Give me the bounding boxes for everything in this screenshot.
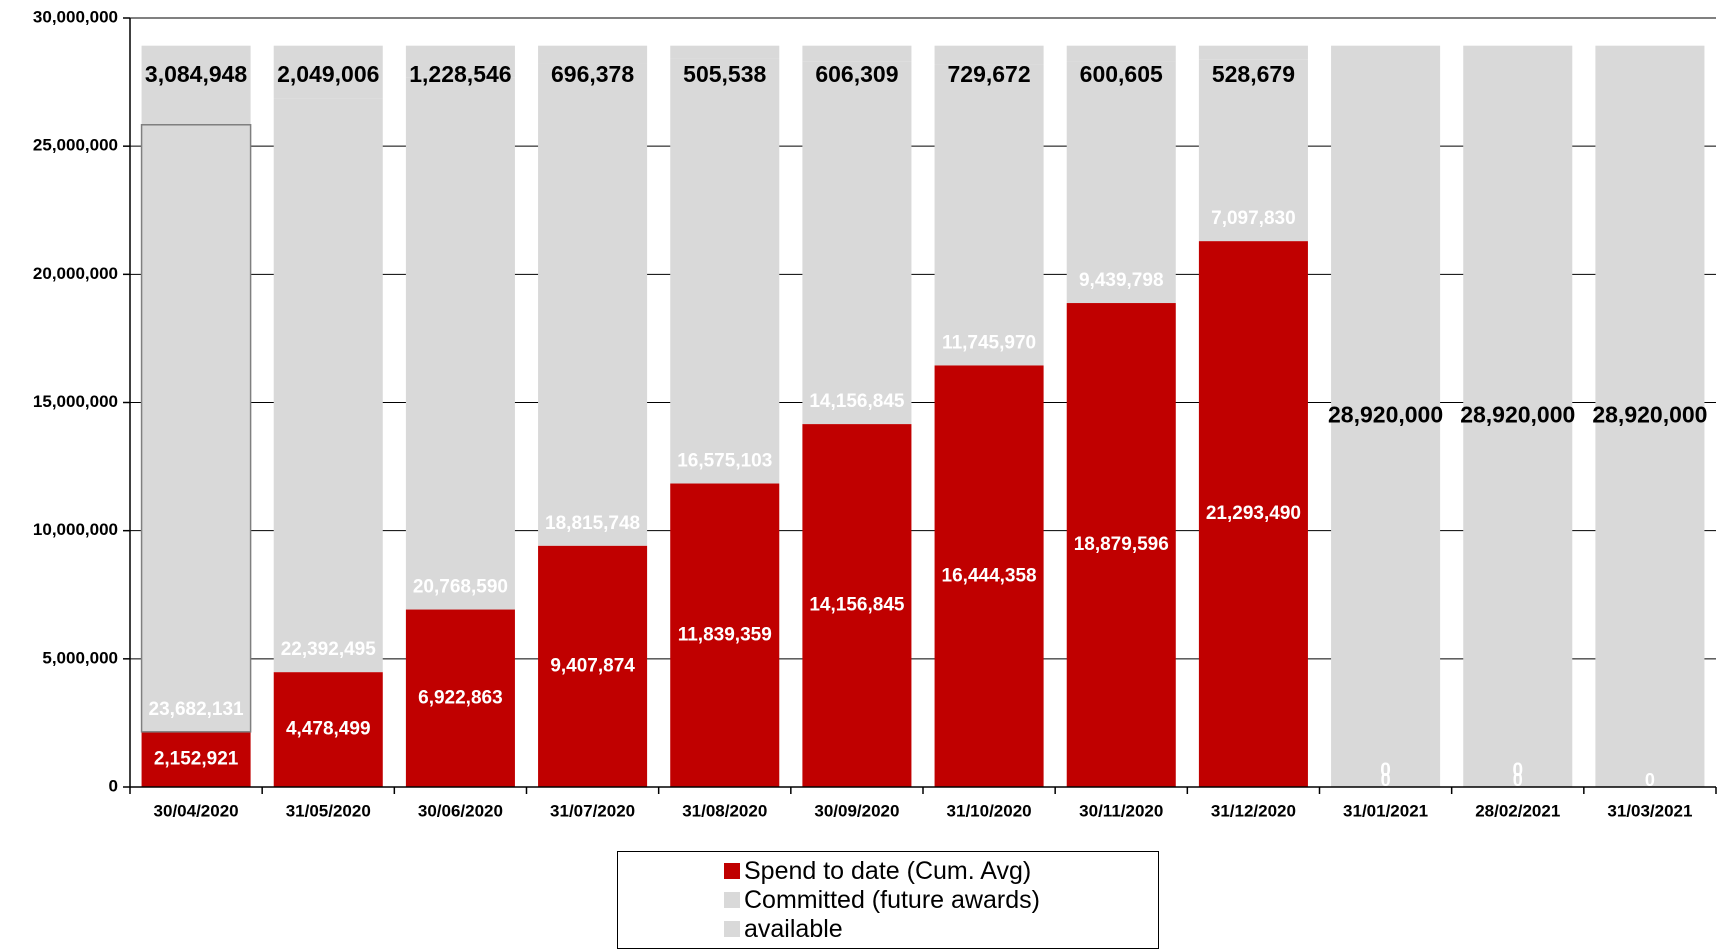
x-tick-label: 30/06/2020 — [418, 801, 503, 820]
data-label-available: 606,309 — [815, 61, 898, 87]
bar-committed-outline — [140, 124, 252, 733]
y-tick-label: 30,000,000 — [33, 7, 118, 26]
bar-available — [670, 45, 780, 59]
data-label-available: 696,378 — [551, 61, 634, 87]
data-label-committed: 0 — [1380, 760, 1391, 781]
bar-spend — [1198, 241, 1308, 787]
data-label-spend: 14,156,845 — [809, 595, 905, 616]
legend-label-spend: Spend to date (Cum. Avg) — [744, 856, 1032, 885]
x-tick-label: 30/04/2020 — [154, 801, 239, 820]
bar-spend — [802, 424, 912, 787]
y-tick-label: 20,000,000 — [33, 264, 118, 283]
bar-available — [1463, 45, 1573, 787]
x-tick-label: 31/08/2020 — [682, 801, 767, 820]
data-label-available: 28,920,000 — [1592, 401, 1707, 427]
x-tick-label: 31/07/2020 — [550, 801, 635, 820]
bar-available — [1595, 45, 1705, 787]
data-label-spend: 9,407,874 — [550, 655, 635, 676]
bar-available — [1331, 45, 1441, 787]
data-label-committed: 7,097,830 — [1211, 208, 1296, 229]
bar-available — [934, 45, 1044, 65]
data-label-available: 528,679 — [1212, 61, 1295, 87]
x-tick-label: 31/10/2020 — [947, 801, 1032, 820]
legend-swatch-spend — [724, 863, 740, 879]
data-label-committed: 18,815,748 — [545, 513, 640, 534]
y-tick-label: 5,000,000 — [42, 648, 118, 667]
data-label-spend: 18,879,596 — [1074, 534, 1169, 555]
data-label-spend: 0 — [1381, 770, 1391, 790]
data-label-committed: 14,156,845 — [809, 391, 905, 412]
x-tick-label: 30/11/2020 — [1079, 801, 1163, 820]
data-label-available: 1,228,546 — [409, 61, 511, 87]
data-label-committed: 23,682,131 — [149, 699, 245, 720]
bar-spend — [934, 365, 1044, 787]
bar-committed — [405, 77, 515, 610]
bar-spend — [670, 483, 780, 787]
data-label-available: 729,672 — [948, 61, 1031, 87]
bar-committed — [1198, 59, 1308, 242]
y-tick-label: 10,000,000 — [33, 520, 118, 539]
data-label-committed: 9,439,798 — [1079, 270, 1164, 291]
bar-committed — [670, 58, 780, 484]
bar-spend — [273, 672, 383, 787]
bar-committed — [538, 63, 648, 546]
x-tick-label: 31/03/2021 — [1607, 801, 1692, 820]
y-tick-label: 25,000,000 — [33, 136, 118, 155]
bar-committed — [802, 61, 912, 425]
legend-item-available: available — [724, 914, 843, 943]
data-label-spend: 4,478,499 — [286, 719, 371, 740]
y-tick-label: 15,000,000 — [33, 392, 118, 411]
data-label-committed: 22,392,495 — [281, 639, 377, 660]
data-label-committed: 20,768,590 — [413, 577, 508, 598]
bar-spend — [141, 731, 251, 787]
legend-label-committed: Committed (future awards) — [744, 885, 1040, 914]
x-tick-label: 30/09/2020 — [814, 801, 899, 820]
x-tick-label: 31/01/2021 — [1343, 801, 1428, 820]
data-label-available: 3,084,948 — [145, 61, 248, 87]
data-label-spend: 0 — [1513, 770, 1523, 790]
legend: Spend to date (Cum. Avg) Committed (futu… — [617, 851, 1159, 949]
data-label-available: 28,920,000 — [1328, 401, 1443, 427]
data-label-committed: 11,745,970 — [942, 332, 1036, 353]
legend-item-committed: Committed (future awards) — [724, 885, 1040, 914]
data-label-committed: 16,575,103 — [677, 451, 772, 472]
bar-spend — [538, 545, 648, 787]
data-label-spend: 0 — [1645, 770, 1655, 790]
x-tick-label: 31/12/2020 — [1211, 801, 1296, 820]
data-label-available: 2,049,006 — [277, 61, 379, 87]
bar-committed — [934, 64, 1044, 366]
legend-label-available: available — [744, 914, 843, 943]
x-tick-label: 31/05/2020 — [286, 801, 371, 820]
x-tick-label: 28/02/2021 — [1475, 801, 1560, 820]
bar-committed — [273, 98, 383, 673]
bar-available — [802, 45, 912, 62]
data-label-available: 600,605 — [1080, 61, 1163, 87]
data-label-spend: 16,444,358 — [942, 565, 1037, 586]
data-label-spend: 2,152,921 — [154, 748, 239, 769]
bar-available — [1198, 45, 1308, 60]
legend-item-spend: Spend to date (Cum. Avg) — [724, 856, 1032, 885]
bar-available — [273, 45, 383, 99]
bar-available — [1066, 45, 1176, 62]
bar-spend — [1066, 303, 1176, 787]
bar-available — [538, 45, 648, 64]
bar-available — [405, 45, 515, 78]
data-label-spend: 11,839,359 — [678, 624, 772, 645]
bar-available — [141, 45, 251, 125]
bar-committed — [1066, 61, 1176, 304]
data-label-committed: 0 — [1512, 760, 1523, 781]
y-tick-label: 0 — [109, 776, 118, 795]
data-label-spend: 6,922,863 — [418, 687, 503, 708]
legend-swatch-available — [724, 921, 740, 937]
data-label-spend: 21,293,490 — [1206, 503, 1301, 524]
bar-spend — [405, 609, 515, 787]
legend-swatch-committed — [724, 892, 740, 908]
data-label-available: 28,920,000 — [1460, 401, 1575, 427]
bar-committed — [141, 124, 251, 732]
data-label-available: 505,538 — [683, 61, 766, 87]
